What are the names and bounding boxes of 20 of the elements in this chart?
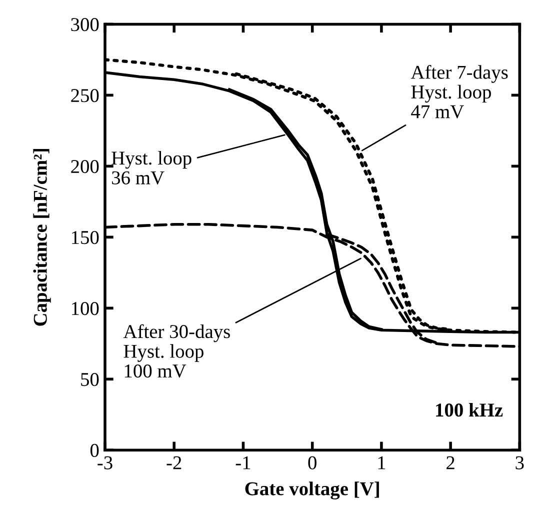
x-tick-label: -1 — [236, 456, 250, 470]
x-tick-label: -3 — [98, 456, 112, 470]
y-tick-label: 300 — [71, 18, 99, 32]
x-tick-label: 2 — [446, 456, 454, 470]
x-tick-label: 1 — [378, 456, 386, 470]
annotation: 100 kHz — [436, 402, 503, 417]
x-tick-label: 0 — [308, 456, 316, 470]
x-tick-label: -2 — [166, 456, 182, 470]
annotation: After 30-days Hyst. loop 100 mV — [123, 324, 230, 378]
x-axis-title: Gate voltage [V] — [245, 482, 379, 500]
annotation: Hyst. loop 36 mV — [112, 150, 192, 184]
y-tick-label: 0 — [90, 444, 99, 458]
y-tick-label: 250 — [71, 89, 99, 102]
y-tick-label: 100 — [72, 302, 99, 316]
y-tick-label: 50 — [81, 372, 99, 386]
y-axis-title: Capacitance [nF/cm²] — [33, 149, 51, 326]
y-tick-label: 150 — [72, 230, 99, 244]
y-tick-label: 200 — [71, 160, 99, 174]
x-tick-label: 3 — [516, 456, 524, 470]
annotation: After 7-days Hyst. loop 47 mV — [410, 64, 508, 118]
